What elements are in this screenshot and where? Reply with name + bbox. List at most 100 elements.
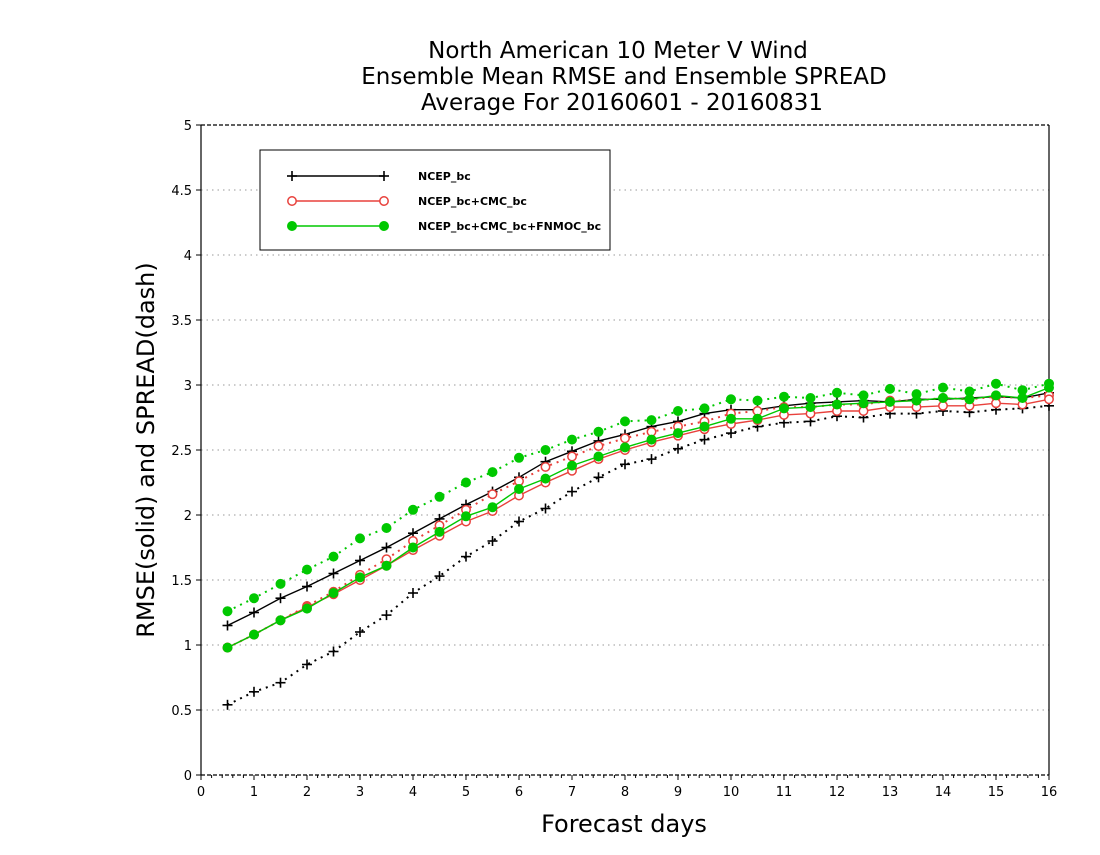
series-2-rmse-point-19 xyxy=(726,413,736,424)
series-2-spread-point-21 xyxy=(779,391,789,402)
x-tick-label-5: 5 xyxy=(462,785,470,800)
series-0-spread-point-15 xyxy=(620,459,630,470)
series-2-rmse-point-25 xyxy=(885,396,895,407)
x-tick-label-7: 7 xyxy=(568,785,576,800)
series-2-rmse-point-7 xyxy=(408,542,418,553)
series-0-spread-point-6 xyxy=(381,610,392,621)
series-2-rmse-point-1 xyxy=(249,629,259,640)
series-2-spread-point-27 xyxy=(938,382,948,393)
series-0-spread-point-11 xyxy=(514,516,524,527)
series-2-spread-point-20 xyxy=(752,395,763,406)
series-2-rmse-point-8 xyxy=(434,526,445,537)
series-2-spread-point-6 xyxy=(381,523,392,533)
legend-marker-left-1 xyxy=(287,196,297,206)
x-tick-label-13: 13 xyxy=(882,785,899,800)
series-2-spread-point-19 xyxy=(726,394,736,405)
chart-title-line-2: Ensemble Mean RMSE and Ensemble SPREAD xyxy=(361,64,886,90)
series-2-spread-point-23 xyxy=(832,387,842,398)
series-0-spread-point-13 xyxy=(567,486,577,497)
x-tick-label-6: 6 xyxy=(515,785,523,800)
series-2-rmse-point-30 xyxy=(1017,393,1028,403)
x-tick-label-4: 4 xyxy=(409,785,417,800)
series-2-rmse-point-10 xyxy=(487,502,498,513)
series-0-rmse-point-3 xyxy=(302,581,312,592)
series-2-spread-point-16 xyxy=(646,415,657,426)
series-1-rmse-point-31 xyxy=(1044,394,1054,405)
series-2-rmse-point-6 xyxy=(381,560,392,571)
series-2-spread-point-1 xyxy=(249,593,259,604)
series-2-rmse-point-2 xyxy=(275,615,286,626)
series-2-spread-point-14 xyxy=(593,426,604,437)
series-2-rmse-point-27 xyxy=(938,393,948,403)
series-1-spread-point-13 xyxy=(567,451,577,462)
chart-title-line-1: North American 10 Meter V Wind xyxy=(428,38,808,64)
y-tick-label-7: 3.5 xyxy=(171,314,192,329)
series-2-rmse-point-13 xyxy=(567,460,577,471)
series-0-spread-point-8 xyxy=(434,571,445,582)
legend-marker-right-1 xyxy=(379,196,389,206)
series-2-spread-point-3 xyxy=(302,564,312,575)
x-tick-label-14: 14 xyxy=(935,785,952,800)
series-2-spread-point-13 xyxy=(567,434,577,445)
legend-label-2: NCEP_bc+CMC_bc+FNMOC_bc xyxy=(418,220,601,233)
series-2-rmse-point-16 xyxy=(646,434,657,445)
series-0-spread-point-2 xyxy=(275,677,286,688)
series-2 xyxy=(222,378,1054,653)
x-tick-label-9: 9 xyxy=(674,785,682,800)
legend-marker-left-2 xyxy=(287,221,297,231)
series-0-rmse-point-2 xyxy=(275,593,286,604)
series-0-spread-point-3 xyxy=(302,659,312,670)
series-2-rmse-point-18 xyxy=(699,421,710,432)
series-2-rmse-point-26 xyxy=(911,395,922,406)
series-2-rmse-point-31 xyxy=(1044,382,1054,393)
series-2-rmse-point-24 xyxy=(858,398,869,409)
series-0-rmse-point-6 xyxy=(381,542,392,553)
series-2-rmse-point-22 xyxy=(805,402,816,413)
x-tick-label-12: 12 xyxy=(829,785,846,800)
legend-marker-left-0 xyxy=(287,171,297,181)
x-tick-label-3: 3 xyxy=(356,785,364,800)
series-0-spread-point-1 xyxy=(249,686,259,697)
series-2-spread-point-22 xyxy=(805,393,816,403)
series-2-rmse-point-5 xyxy=(355,572,365,583)
series-2-rmse-point-20 xyxy=(752,413,763,424)
series-0-spread-point-18 xyxy=(699,434,710,445)
series-2-rmse-point-21 xyxy=(779,403,789,414)
legend-label-0: NCEP_bc xyxy=(418,170,471,183)
chart-title: North American 10 Meter V Wind Ensemble … xyxy=(361,38,886,116)
series-0 xyxy=(222,387,1054,710)
y-tick-label-2: 1 xyxy=(184,639,192,654)
series-2-spread-point-0 xyxy=(222,606,233,617)
series-2-spread-point-12 xyxy=(540,445,551,455)
series-0-rmse-point-1 xyxy=(249,607,259,618)
series-1-spread-point-14 xyxy=(593,441,604,452)
series-0-spread-point-14 xyxy=(593,472,604,483)
series-0-spread-line xyxy=(227,404,1050,706)
legend-item-2: NCEP_bc+CMC_bc+FNMOC_bc xyxy=(287,220,601,233)
series-0-spread-point-12 xyxy=(540,503,551,514)
series-layer xyxy=(222,378,1054,710)
y-tick-label-9: 4.5 xyxy=(171,184,192,199)
y-tick-label-3: 1.5 xyxy=(171,574,192,589)
series-2-spread-point-15 xyxy=(620,416,630,427)
chart-title-line-3: Average For 20160601 - 20160831 xyxy=(421,90,823,116)
series-2-rmse-point-4 xyxy=(328,588,339,598)
series-2-rmse-point-3 xyxy=(302,603,312,614)
legend-marker-right-2 xyxy=(379,221,389,231)
x-tick-label-15: 15 xyxy=(988,785,1005,800)
series-2-spread-point-9 xyxy=(461,477,471,488)
series-2-rmse-point-11 xyxy=(514,484,524,494)
series-0-spread-point-19 xyxy=(726,428,736,439)
series-2-spread-line xyxy=(227,382,1050,613)
series-2-spread-point-29 xyxy=(991,378,1001,389)
x-tick-label-8: 8 xyxy=(621,785,629,800)
x-tick-label-11: 11 xyxy=(776,785,793,800)
series-0-spread-point-5 xyxy=(355,627,365,637)
x-tick-label-16: 16 xyxy=(1041,785,1058,800)
series-2-spread-point-18 xyxy=(699,403,710,414)
y-tick-label-4: 2 xyxy=(184,509,192,524)
series-1-spread-point-10 xyxy=(487,489,498,500)
y-tick-label-6: 3 xyxy=(184,379,192,394)
